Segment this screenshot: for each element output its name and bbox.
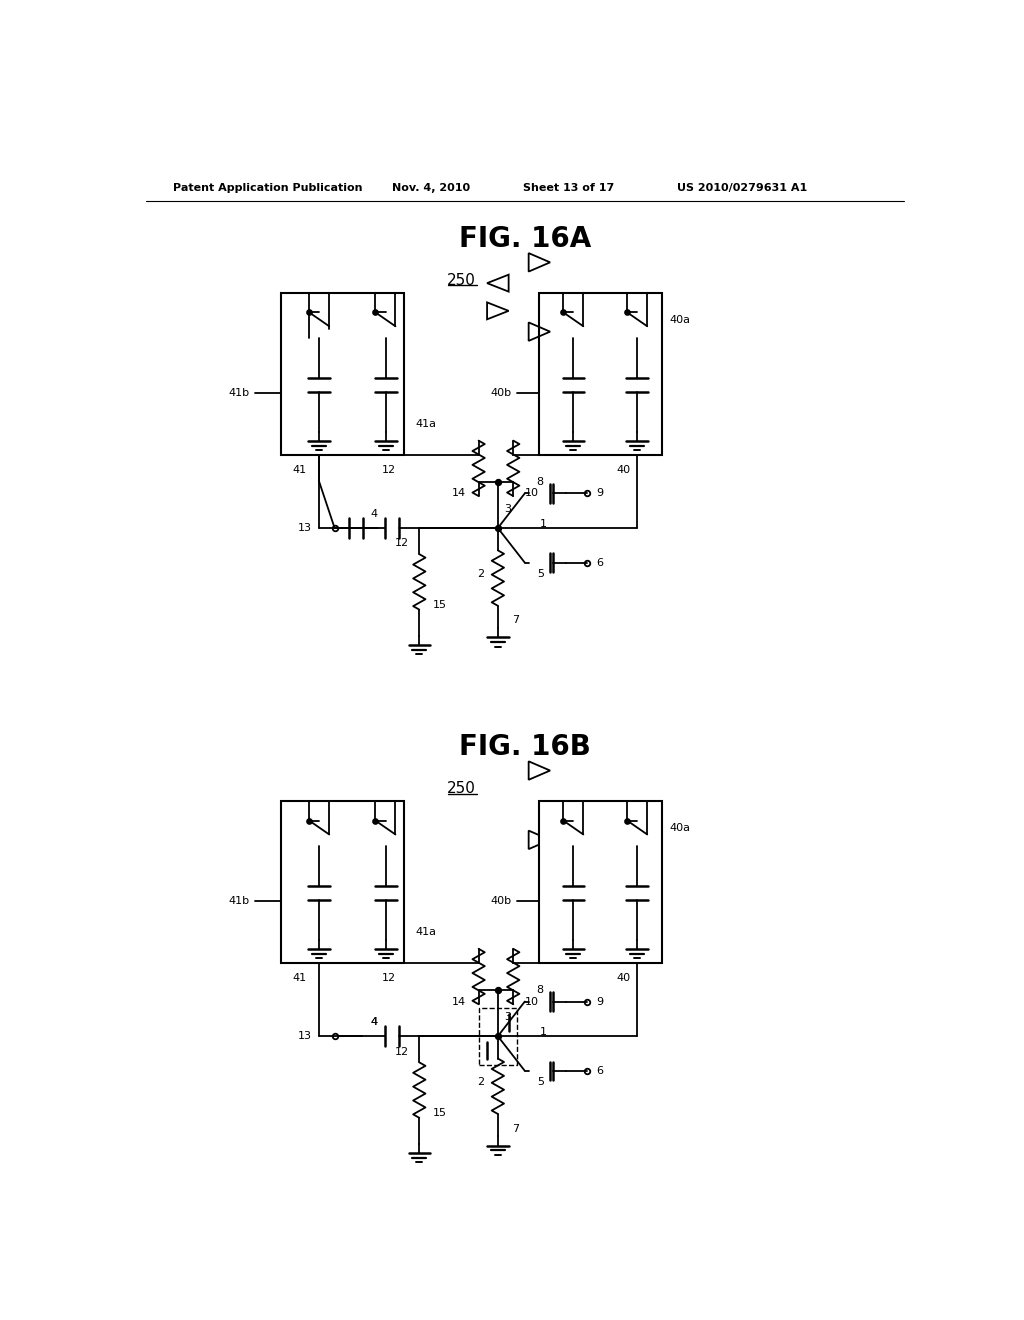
Text: 4: 4 — [371, 1018, 378, 1027]
Text: 8: 8 — [537, 477, 544, 487]
Text: 41b: 41b — [228, 388, 250, 399]
Text: 40a: 40a — [670, 315, 690, 325]
Text: 40: 40 — [616, 973, 631, 983]
Text: US 2010/0279631 A1: US 2010/0279631 A1 — [677, 182, 808, 193]
Text: 41: 41 — [293, 973, 307, 983]
Bar — [539, 801, 662, 964]
Bar — [478, 1007, 517, 1065]
Text: 7: 7 — [512, 1123, 519, 1134]
Text: 10: 10 — [524, 997, 539, 1007]
Text: 14: 14 — [452, 997, 466, 1007]
Text: 41a: 41a — [416, 927, 436, 937]
Text: 15: 15 — [433, 601, 447, 610]
Text: 250: 250 — [447, 272, 476, 288]
Text: 40b: 40b — [490, 896, 512, 907]
Bar — [281, 293, 403, 455]
Text: 5: 5 — [537, 569, 544, 579]
Text: 41b: 41b — [228, 896, 250, 907]
Text: Patent Application Publication: Patent Application Publication — [173, 182, 362, 193]
Text: 250: 250 — [447, 780, 476, 796]
Text: 4: 4 — [371, 1018, 378, 1027]
Text: 12: 12 — [382, 465, 395, 475]
Text: 12: 12 — [394, 539, 409, 548]
Text: 12: 12 — [382, 973, 395, 983]
Text: FIG. 16B: FIG. 16B — [459, 734, 591, 762]
Text: 6: 6 — [596, 1065, 603, 1076]
Text: 4: 4 — [371, 510, 378, 519]
Text: 40b: 40b — [490, 388, 512, 399]
Text: 7: 7 — [512, 615, 519, 626]
Text: 1: 1 — [541, 519, 547, 529]
Text: 10: 10 — [524, 488, 539, 499]
Text: 5: 5 — [537, 1077, 544, 1088]
Text: 40a: 40a — [670, 824, 690, 833]
Text: FIG. 16A: FIG. 16A — [459, 226, 591, 253]
Text: 3: 3 — [505, 1012, 511, 1022]
Text: Sheet 13 of 17: Sheet 13 of 17 — [523, 182, 614, 193]
Text: 2: 2 — [477, 1077, 484, 1088]
Text: 12: 12 — [394, 1047, 409, 1056]
Bar — [539, 293, 662, 455]
Text: Nov. 4, 2010: Nov. 4, 2010 — [392, 182, 470, 193]
Text: 14: 14 — [452, 488, 466, 499]
Text: 40: 40 — [616, 465, 631, 475]
Text: 6: 6 — [596, 557, 603, 568]
Text: 8: 8 — [537, 985, 544, 995]
Text: 1: 1 — [541, 1027, 547, 1038]
Text: 2: 2 — [477, 569, 484, 579]
Bar — [281, 801, 403, 964]
Text: 41a: 41a — [416, 418, 436, 429]
Text: 13: 13 — [298, 523, 311, 533]
Text: 15: 15 — [433, 1109, 447, 1118]
Text: 41: 41 — [293, 465, 307, 475]
Text: 9: 9 — [596, 488, 603, 499]
Text: 13: 13 — [298, 1031, 311, 1041]
Text: 3: 3 — [505, 504, 511, 513]
Text: 9: 9 — [596, 997, 603, 1007]
